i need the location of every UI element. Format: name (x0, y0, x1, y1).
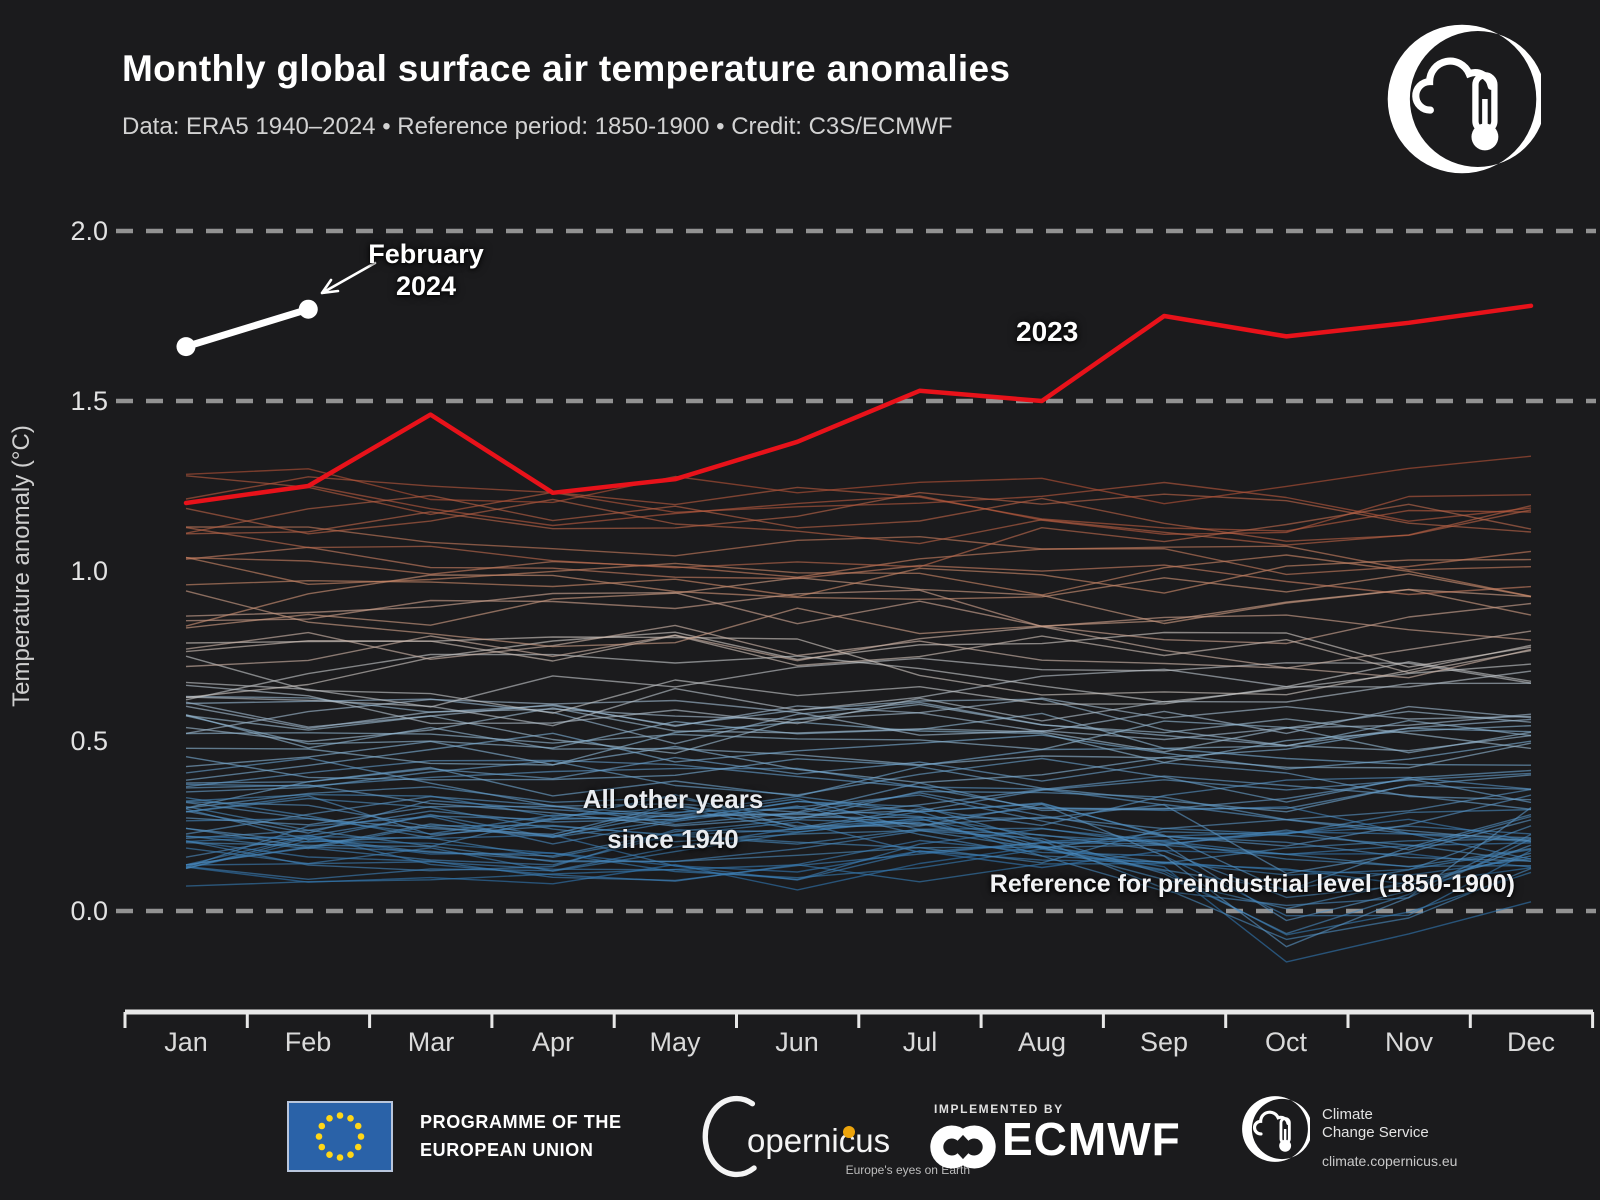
annotation-all-other-years: All other years since 1940 (523, 779, 823, 859)
c3s-cloud-thermometer-icon (1383, 20, 1541, 183)
chart-canvas (0, 0, 1600, 1200)
y-tick-label: 2.0 (36, 215, 108, 247)
x-tick-label: Jun (752, 1026, 842, 1058)
line-2023 (186, 306, 1531, 503)
page-subtitle: Data: ERA5 1940–2024 • Reference period:… (122, 113, 953, 141)
ecmwf-logo-icon (928, 1119, 998, 1180)
c3s-cloud-thermometer-small-icon (1240, 1094, 1310, 1169)
line-2024-marker (177, 337, 196, 356)
annotation-february-2024: February 2024 (326, 238, 526, 302)
y-axis-label: Temperature anomaly (°C) (8, 366, 36, 766)
x-tick-label: Sep (1119, 1026, 1209, 1058)
c3s-text-line1: Climate (1322, 1106, 1373, 1123)
x-tick-label: Nov (1364, 1026, 1454, 1058)
eu-flag-stars (289, 1103, 391, 1170)
copernicus-orange-dot-icon (843, 1126, 855, 1138)
page-title: Monthly global surface air temperature a… (122, 48, 1010, 90)
annotation-february-2024-line1: February (326, 238, 526, 270)
y-tick-label: 0.0 (36, 895, 108, 927)
annotation-february-2024-line2: 2024 (326, 270, 526, 302)
x-tick-label: Feb (263, 1026, 353, 1058)
x-tick-label: Jan (141, 1026, 231, 1058)
line-2024-marker (299, 300, 318, 319)
line-2024 (186, 309, 308, 346)
copernicus-wordmark: opernicus (747, 1122, 890, 1160)
annotation-all-other-years-line1: All other years (523, 779, 823, 819)
x-tick-label: Dec (1486, 1026, 1576, 1058)
eu-flag (287, 1101, 393, 1172)
annotation-2023: 2023 (1016, 316, 1078, 348)
x-tick-label: Mar (386, 1026, 476, 1058)
eu-programme-line2: EUROPEAN UNION (420, 1136, 622, 1164)
x-tick-label: May (630, 1026, 720, 1058)
figure: Monthly global surface air temperature a… (0, 0, 1600, 1200)
y-tick-label: 1.5 (36, 385, 108, 417)
x-tick-label: Apr (508, 1026, 598, 1058)
eu-programme-text: PROGRAMME OF THE EUROPEAN UNION (420, 1108, 622, 1164)
eu-programme-line1: PROGRAMME OF THE (420, 1108, 622, 1136)
ecmwf-wordmark: ECMWF (1002, 1112, 1181, 1166)
y-tick-label: 1.0 (36, 555, 108, 587)
y-tick-label: 0.5 (36, 725, 108, 757)
annotation-preindustrial-reference: Reference for preindustrial level (1850-… (900, 870, 1515, 899)
x-tick-label: Jul (875, 1026, 965, 1058)
annotation-all-other-years-line2: since 1940 (523, 819, 823, 859)
x-tick-label: Oct (1241, 1026, 1331, 1058)
c3s-url: climate.copernicus.eu (1322, 1153, 1457, 1169)
c3s-text-line2: Change Service (1322, 1124, 1429, 1141)
x-tick-label: Aug (997, 1026, 1087, 1058)
